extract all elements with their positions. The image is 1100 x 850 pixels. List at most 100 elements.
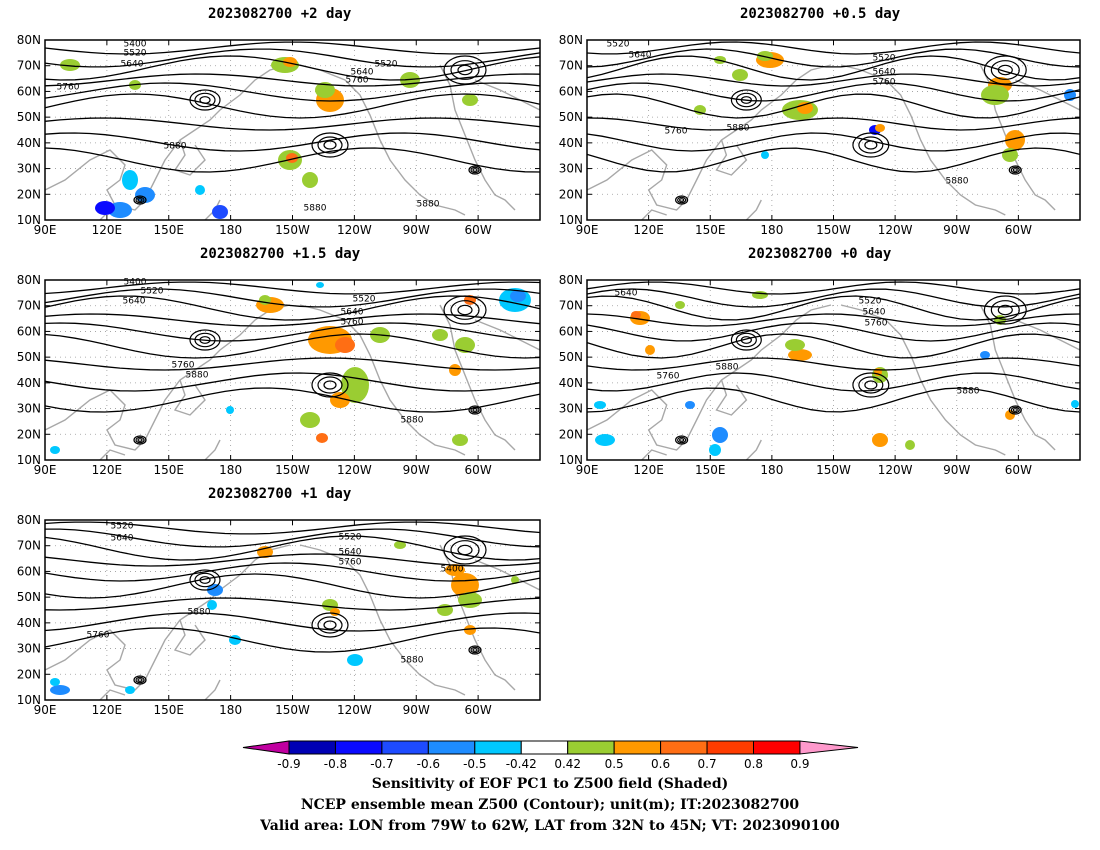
lon-tick-label: 90E bbox=[34, 223, 57, 237]
contour-closed-ring bbox=[199, 576, 211, 584]
colorbar-high-extend bbox=[799, 740, 859, 755]
colorbar-label: -0.8 bbox=[324, 757, 347, 771]
contour-closed-ring bbox=[457, 304, 473, 316]
contour-label: 5520 bbox=[124, 49, 147, 59]
contour-label: 5520 bbox=[111, 522, 134, 532]
contour-label: 5640 bbox=[873, 68, 896, 78]
lat-tick-label: 50N bbox=[17, 590, 41, 604]
contour-label: 5760 bbox=[865, 319, 888, 329]
sensitivity-shade bbox=[50, 685, 70, 695]
contour-closed-ring bbox=[468, 165, 482, 175]
z500-contour-line bbox=[44, 48, 541, 68]
lon-tick-label: 90E bbox=[576, 223, 599, 237]
contour-label: 5760 bbox=[665, 127, 688, 137]
lat-tick-label: 20N bbox=[559, 187, 583, 201]
contour-closed-ring bbox=[137, 438, 143, 442]
lat-tick-label: 60N bbox=[17, 324, 41, 338]
sensitivity-shade bbox=[905, 440, 915, 450]
contour-closed-ring bbox=[677, 196, 687, 204]
colorbar-segment bbox=[520, 740, 569, 755]
contour-closed-ring bbox=[323, 140, 337, 150]
contour-closed-ring bbox=[472, 408, 478, 412]
contour-closed-ring bbox=[323, 380, 337, 390]
contour-closed-ring bbox=[1008, 405, 1022, 415]
contour-closed-ring bbox=[990, 60, 1020, 80]
contour-closed-ring bbox=[858, 136, 884, 154]
z500-contour-line bbox=[586, 322, 1081, 342]
contour-label: 5520 bbox=[607, 40, 630, 50]
z500-contour-line bbox=[586, 333, 1081, 359]
lon-tick-label: 120E bbox=[633, 223, 664, 237]
z500-contour-line bbox=[44, 117, 541, 131]
contour-label: 5640 bbox=[123, 297, 146, 307]
z500-contour-line bbox=[44, 387, 541, 413]
lon-tick-label: 60W bbox=[1005, 223, 1032, 237]
contour-label: 5760 bbox=[346, 76, 369, 86]
lat-tick-label: 70N bbox=[17, 539, 41, 553]
sensitivity-shade bbox=[322, 599, 338, 611]
colorbar-label: -0.6 bbox=[417, 757, 440, 771]
lon-tick-label: 120E bbox=[92, 223, 123, 237]
lat-tick-label: 80N bbox=[17, 33, 41, 47]
z500-contour-line bbox=[44, 313, 541, 327]
sensitivity-shade bbox=[195, 185, 205, 195]
lat-tick-label: 40N bbox=[17, 136, 41, 150]
contour-closed-ring bbox=[194, 332, 216, 348]
sensitivity-shade bbox=[286, 153, 298, 163]
contour-label: 5640 bbox=[351, 68, 374, 78]
contour-closed-ring bbox=[675, 435, 689, 445]
contour-closed-ring bbox=[740, 336, 752, 344]
z500-contour-line bbox=[44, 147, 541, 173]
lat-tick-label: 30N bbox=[559, 162, 583, 176]
contour-label: 5520 bbox=[375, 60, 398, 70]
lon-tick-label: 150E bbox=[695, 223, 726, 237]
lon-tick-label: 150W bbox=[816, 223, 851, 237]
contour-label: 5880 bbox=[727, 124, 750, 134]
lon-tick-label: 180 bbox=[219, 703, 242, 717]
colorbar-segment bbox=[660, 740, 708, 755]
lon-tick-label: 120E bbox=[633, 463, 664, 477]
contour-closed-ring bbox=[443, 295, 487, 325]
z500-contour-line bbox=[44, 55, 541, 81]
contour-closed-ring bbox=[189, 569, 221, 591]
lat-tick-label: 50N bbox=[559, 110, 583, 124]
contour-label: 5520 bbox=[141, 287, 164, 297]
sensitivity-shade bbox=[675, 301, 685, 309]
contour-label: 5880 bbox=[401, 656, 424, 666]
lat-tick-label: 60N bbox=[559, 324, 583, 338]
lat-tick-label: 10N bbox=[17, 453, 41, 467]
contour-label: 5880 bbox=[957, 387, 980, 397]
sensitivity-shade bbox=[709, 444, 721, 456]
contour-label: 5520 bbox=[353, 295, 376, 305]
sensitivity-shade bbox=[511, 576, 519, 584]
sensitivity-shade bbox=[432, 329, 448, 341]
z500-contour-line bbox=[44, 521, 541, 535]
contour-closed-ring bbox=[137, 198, 143, 202]
lon-tick-label: 90W bbox=[403, 463, 430, 477]
contour-label: 5760 bbox=[172, 361, 195, 371]
lon-tick-label: 120E bbox=[92, 463, 123, 477]
sensitivity-shade bbox=[60, 59, 80, 71]
contour-closed-ring bbox=[472, 648, 478, 652]
sensitivity-shade bbox=[226, 406, 234, 414]
contour-label: 5400 bbox=[124, 40, 147, 50]
lon-tick-label: 120W bbox=[337, 463, 372, 477]
sensitivity-shade bbox=[302, 172, 318, 188]
sensitivity-shade bbox=[788, 349, 812, 361]
contour-closed-ring bbox=[457, 64, 473, 76]
lon-tick-label: 150E bbox=[154, 703, 185, 717]
lon-tick-label: 150E bbox=[695, 463, 726, 477]
contour-closed-ring bbox=[852, 132, 890, 158]
contour-label: 5880 bbox=[401, 416, 424, 426]
panel-title-plus-0-5-day: 2023082700 +0.5 day bbox=[740, 6, 901, 22]
z500-contour-line bbox=[44, 597, 541, 611]
lat-tick-label: 40N bbox=[559, 376, 583, 390]
colorbar-label: 0.7 bbox=[698, 757, 717, 771]
contour-label: 5640 bbox=[341, 308, 364, 318]
colorbar-segment bbox=[613, 740, 662, 755]
z500-contour-line bbox=[586, 313, 1081, 327]
contour-closed-ring bbox=[990, 300, 1020, 320]
contour-closed-ring bbox=[1012, 408, 1018, 412]
colorbar-label: 0.5 bbox=[605, 757, 624, 771]
